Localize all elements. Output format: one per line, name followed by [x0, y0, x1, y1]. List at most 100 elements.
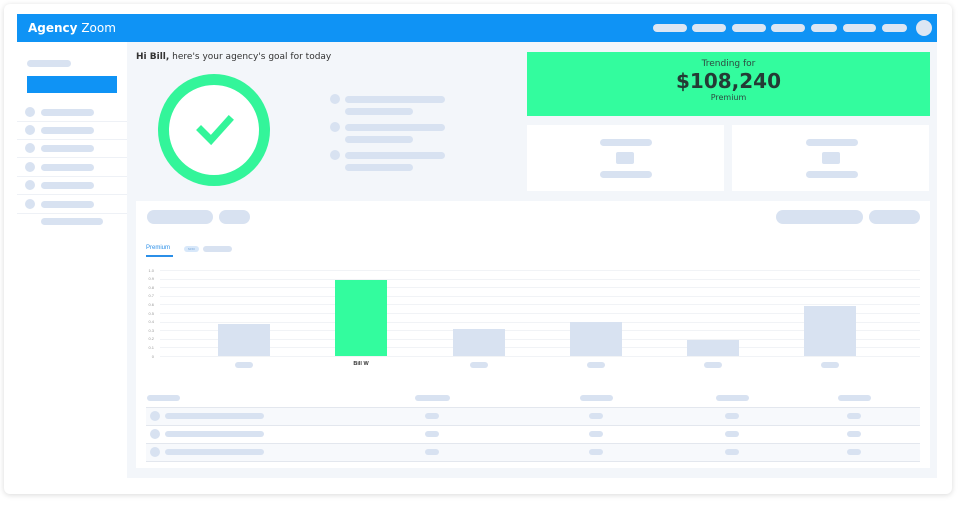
- logo[interactable]: Agency Zoom: [28, 21, 116, 35]
- bar[interactable]: [687, 339, 739, 356]
- divider: [146, 425, 920, 426]
- row-name[interactable]: [165, 449, 264, 455]
- row-value: [847, 431, 861, 437]
- bar[interactable]: [218, 324, 270, 356]
- x-tick-label: [235, 362, 253, 368]
- column-header[interactable]: [838, 395, 871, 401]
- row-avatar: [150, 447, 160, 457]
- goal-item-title: [345, 123, 445, 131]
- trending-amount: $108,240: [675, 69, 781, 93]
- gridline: [160, 287, 920, 289]
- sidebar-item-icon: [25, 162, 35, 172]
- divider: [17, 121, 127, 122]
- divider: [17, 176, 127, 177]
- sidebar-item-icon: [25, 199, 35, 209]
- bar[interactable]: [335, 280, 387, 356]
- sidebar-primary-button[interactable]: [27, 76, 117, 93]
- row-value: [589, 431, 603, 437]
- nav-item[interactable]: [882, 24, 907, 32]
- sidebar-heading: [27, 60, 71, 67]
- goal-item-subtitle: [345, 107, 413, 115]
- sidebar-item-icon: [25, 143, 35, 153]
- tab[interactable]: [203, 246, 232, 252]
- gridline: [160, 278, 920, 280]
- y-tick-label: 0.2: [148, 336, 154, 342]
- stat-label: [600, 139, 652, 146]
- row-value: [847, 449, 861, 455]
- x-tick-label: [704, 362, 722, 368]
- sidebar-item-icon: [25, 125, 35, 135]
- divider: [17, 157, 127, 158]
- goal-ring: [158, 74, 270, 186]
- x-tick-label: Bill W: [353, 361, 369, 367]
- gridline: [160, 321, 920, 323]
- trending-sublabel: Premium: [710, 93, 747, 102]
- sidebar-item-icon: [25, 180, 35, 190]
- column-header[interactable]: [147, 395, 180, 401]
- y-tick-label: 0.7: [148, 293, 154, 299]
- table-row[interactable]: [146, 444, 920, 461]
- row-name[interactable]: [165, 413, 264, 419]
- bar[interactable]: [804, 306, 856, 356]
- filter-button[interactable]: [147, 210, 213, 224]
- table-row[interactable]: [146, 426, 920, 443]
- gridline: [160, 330, 920, 332]
- row-value: [425, 449, 439, 455]
- sidebar-item[interactable]: [41, 108, 94, 116]
- stat-label: [806, 139, 858, 146]
- sidebar-item[interactable]: [41, 218, 103, 225]
- row-value: [725, 431, 739, 437]
- bar[interactable]: [570, 322, 622, 356]
- y-tick-label: 1.0: [148, 267, 154, 273]
- sidebar-item[interactable]: [41, 163, 94, 171]
- export-button[interactable]: [869, 210, 920, 224]
- row-value: [847, 413, 861, 419]
- goal-item-icon: [330, 150, 340, 160]
- nav-item[interactable]: [771, 24, 805, 32]
- bar[interactable]: [453, 329, 505, 356]
- y-tick-label: 0.1: [148, 344, 154, 350]
- row-value: [589, 413, 603, 419]
- y-tick-label: 0.6: [148, 301, 154, 307]
- sidebar-item[interactable]: [41, 200, 94, 208]
- gridline: [160, 313, 920, 314]
- goal-item-icon: [330, 94, 340, 104]
- goal-item-icon: [330, 122, 340, 132]
- row-value: [725, 449, 739, 455]
- sidebar: [17, 42, 127, 478]
- y-tick-label: 0.3: [148, 327, 154, 333]
- count-chip: $150: [184, 246, 199, 252]
- gridline: [160, 270, 920, 271]
- date-range-button[interactable]: [776, 210, 863, 224]
- nav-item[interactable]: [843, 24, 876, 32]
- column-header[interactable]: [580, 395, 613, 401]
- column-header[interactable]: [716, 395, 749, 401]
- y-tick-label: 0.5: [148, 310, 154, 316]
- sidebar-item[interactable]: [41, 144, 94, 152]
- tab-premium[interactable]: Premium: [146, 245, 171, 251]
- gridline: [160, 347, 920, 349]
- sidebar-item-icon: [25, 107, 35, 117]
- divider: [146, 461, 920, 462]
- x-tick-label: [821, 362, 839, 368]
- filter-button[interactable]: [219, 210, 250, 224]
- avatar[interactable]: [916, 20, 932, 36]
- row-avatar: [150, 411, 160, 421]
- stat-label: [806, 171, 858, 178]
- divider: [17, 213, 127, 214]
- row-name[interactable]: [165, 431, 264, 437]
- gridline: [160, 338, 920, 340]
- x-tick-label: [587, 362, 605, 368]
- y-tick-label: 0.8: [148, 284, 154, 290]
- sidebar-item[interactable]: [41, 126, 94, 134]
- gridline: [160, 304, 920, 306]
- column-header[interactable]: [415, 395, 450, 401]
- nav-item[interactable]: [811, 24, 837, 32]
- nav-item[interactable]: [692, 24, 726, 32]
- nav-item[interactable]: [732, 24, 766, 32]
- y-tick-label: 0.9: [148, 276, 154, 282]
- table-row[interactable]: [146, 408, 920, 425]
- divider: [146, 407, 920, 408]
- nav-item[interactable]: [653, 24, 687, 32]
- sidebar-item[interactable]: [41, 181, 94, 189]
